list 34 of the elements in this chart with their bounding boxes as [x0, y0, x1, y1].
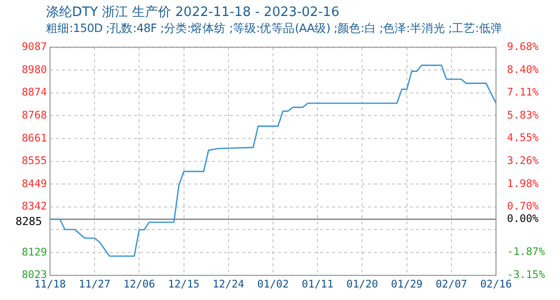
y-tick-label: 8555 [22, 155, 47, 168]
x-tick-label: 01/02 [257, 278, 289, 290]
x-tick-label: 11/27 [78, 278, 110, 290]
chart-subtitle: 粗细:150D ;孔数:48F ;分类:熔体纺 ;等级:优等品(AA级) ;颜色:白 ;色泽:半消光 ;工艺:低弹 [45, 21, 504, 37]
y2-tick-label: 0.00% [507, 213, 540, 225]
y2-tick-label: 7.11% [507, 86, 540, 99]
y2-tick-label: 0.70% [507, 200, 540, 213]
y-tick-label: 8449 [22, 178, 47, 190]
y-tick-label: 8980 [22, 64, 47, 76]
y2-tick-label: 1.98% [507, 178, 540, 190]
x-tick-label: 02/07 [436, 278, 468, 290]
x-tick-label: 01/20 [346, 278, 378, 290]
y-tick-label: 8768 [22, 109, 47, 122]
y-tick-label: 9087 [22, 41, 47, 54]
y2-tick-label: 8.40% [507, 64, 540, 76]
y-tick-label: 8874 [22, 86, 47, 99]
y-tick-label: 8342 [22, 200, 47, 213]
y2-tick-label: -1.87% [507, 246, 546, 258]
x-tick-label: 11/18 [34, 278, 66, 290]
y2-tick-label: 4.55% [507, 132, 540, 144]
y-tick-label: 8661 [22, 132, 47, 144]
x-tick-label: 01/29 [390, 278, 423, 290]
chart-title: 涤纶DTY 浙江 生产价 2022-11-18 - 2023-02-16 [45, 4, 340, 21]
x-tick-label: 12/24 [212, 278, 244, 290]
y-tick-label: 8129 [22, 246, 47, 258]
x-tick-label: 12/06 [123, 278, 156, 290]
x-tick-label: 12/15 [168, 278, 200, 290]
y2-tick-label: 3.26% [507, 155, 540, 168]
y2-tick-label: 9.68% [507, 41, 540, 54]
x-tick-label: 01/11 [302, 278, 334, 290]
y2-tick-label: 5.83% [507, 109, 540, 122]
y2-tick-label: -3.15% [507, 268, 546, 281]
ref-line-label: 8285 [16, 215, 42, 228]
x-tick-label: 02/16 [480, 278, 512, 290]
